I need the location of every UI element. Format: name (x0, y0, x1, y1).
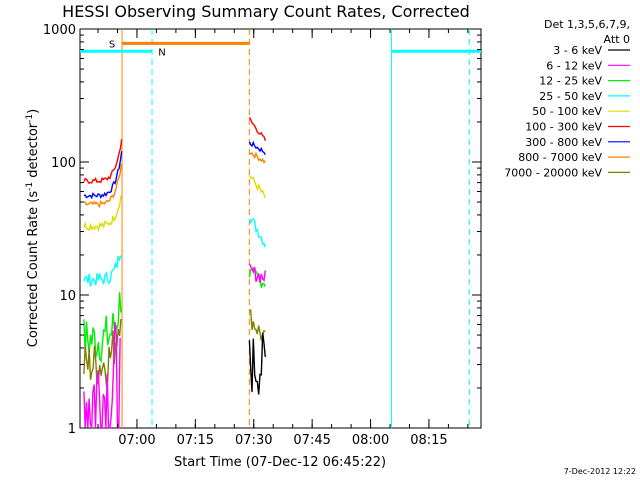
plot-frame (79, 28, 482, 429)
series-line-50-100-kev (248, 175, 266, 199)
legend-label: 12 - 25 keV (539, 75, 602, 88)
y-axis-label: Corrected Count Rate (s-1 detector-1) (25, 109, 41, 347)
legend-label: 7000 - 20000 keV (504, 166, 602, 179)
y-axis-label-part1: Corrected Count Rate (s (26, 191, 41, 348)
plot-frame-layer (79, 28, 482, 429)
series-line-6-12-kev (248, 263, 266, 283)
legend-label: 800 - 7000 keV (518, 151, 602, 164)
series-line-300-800-kev (248, 140, 266, 156)
footer-timestamp: 7-Dec-2012 12:22 (564, 467, 636, 476)
y-axis-label-part2: detector (26, 122, 41, 182)
x-tick-label: 07:15 (177, 433, 214, 448)
legend-label: 100 - 300 keV (525, 121, 602, 134)
x-axis-label: Start Time (07-Dec-12 06:45:22) (174, 455, 386, 470)
x-tick-label: 07:45 (293, 433, 330, 448)
series-line-100-300-kev (248, 117, 266, 142)
x-tick-label: 08:15 (410, 433, 447, 448)
series-line-25-50-kev (83, 255, 122, 287)
y-axis-label-sup1: -1 (25, 182, 35, 191)
series-line-800-7000-kev (249, 151, 266, 164)
y-tick-label: 1 (68, 422, 76, 437)
legend-header-attenuator: Att 0 (604, 33, 630, 46)
legend-label: 50 - 100 keV (532, 105, 602, 118)
night-flag-label: N (158, 47, 165, 58)
x-tick-label: 07:00 (118, 433, 155, 448)
legend-label: 300 - 800 keV (525, 136, 602, 149)
x-tick-label: 08:00 (352, 433, 389, 448)
series-line-100-300-kev (83, 139, 123, 185)
legend-label: 6 - 12 keV (546, 59, 602, 72)
series-layer (83, 117, 266, 429)
chart-title: HESSI Observing Summary Count Rates, Cor… (62, 2, 470, 21)
axis-layer: 1 10 100 1000 07:00 07:15 07:30 07:45 08:00 08:15 (43, 23, 481, 448)
series-line-300-800-kev (83, 151, 123, 200)
y-tick-label: 10 (59, 289, 76, 304)
series-line-25-50-kev (248, 217, 266, 248)
series-line-3-6-kev (248, 332, 266, 395)
series-line-800-7000-kev (83, 163, 122, 209)
legend-header-detectors: Det 1,3,5,6,7,9, (544, 18, 630, 31)
legend-label: 3 - 6 keV (553, 44, 602, 57)
legend-label: 25 - 50 keV (539, 90, 602, 103)
x-tick-label: 07:30 (235, 433, 272, 448)
series-line-6-12-kev (83, 321, 121, 429)
series-line-7000-20000-kev (83, 318, 122, 387)
series-line-50-100-kev (83, 195, 122, 233)
saa-flag-label: S (109, 39, 115, 50)
legend: Det 1,3,5,6,7,9, Att 0 3 - 6 keV 6 - 12 k… (504, 18, 630, 179)
y-tick-label: 100 (51, 156, 76, 171)
y-axis-label-part3: ) (26, 109, 41, 114)
y-tick-label: 1000 (43, 23, 76, 38)
y-axis-label-sup2: -1 (25, 114, 35, 123)
flags-layer: SN (80, 29, 481, 428)
